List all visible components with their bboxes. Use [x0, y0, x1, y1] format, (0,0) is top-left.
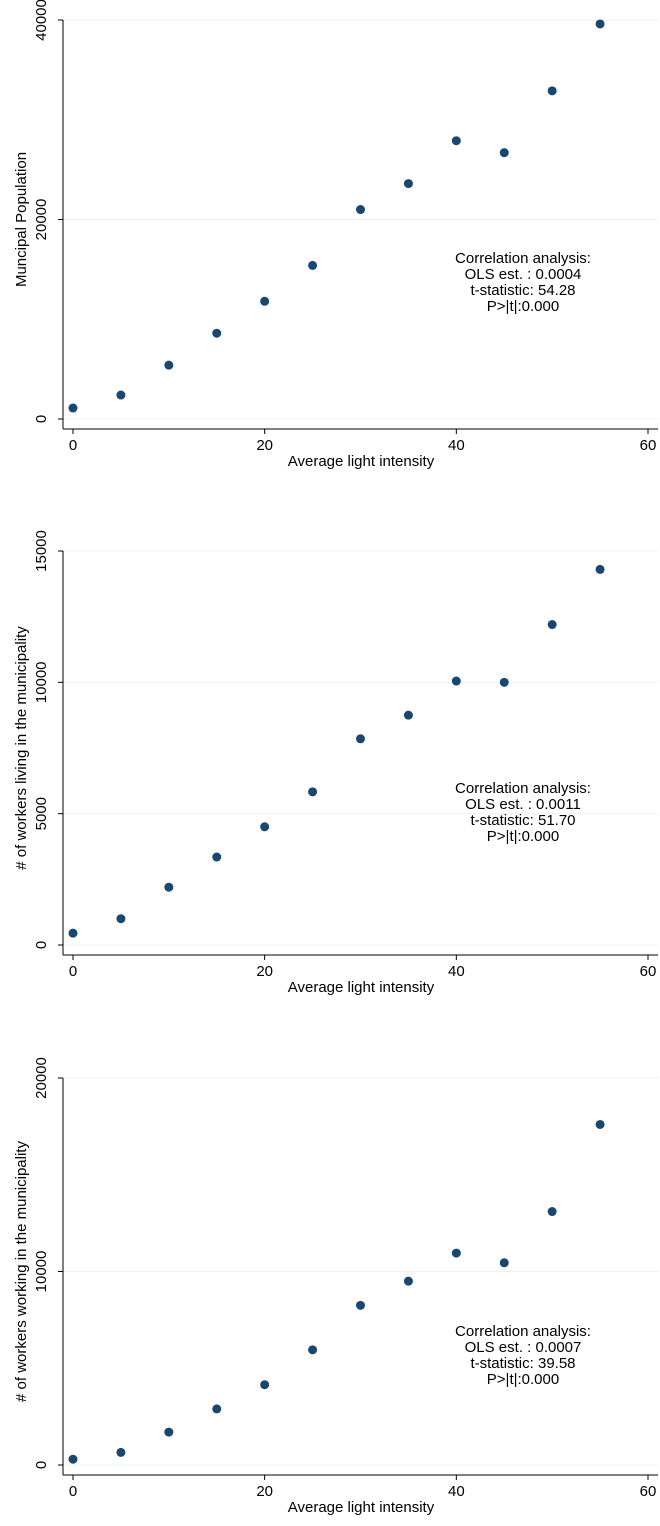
y-tick-label: 0	[33, 415, 50, 423]
y-tick-label: 10000	[33, 1251, 50, 1293]
x-tick-label: 40	[448, 437, 465, 454]
data-point	[68, 1454, 78, 1464]
data-point	[499, 677, 509, 687]
data-point	[260, 822, 270, 832]
data-point	[595, 1119, 605, 1129]
y-tick-label: 0	[33, 941, 50, 949]
correlation-annotation-line: t-statistic: 54.28	[470, 282, 575, 299]
data-point	[595, 19, 605, 29]
data-point	[499, 1258, 509, 1268]
data-point	[212, 852, 222, 862]
correlation-annotation-line: OLS est. : 0.0011	[465, 796, 581, 813]
y-tick-label: 20000	[33, 199, 50, 241]
data-point	[260, 1380, 270, 1390]
y-tick-label: 20000	[33, 1057, 50, 1099]
data-point	[116, 1447, 126, 1457]
chart-panel-3: 0 10000 20000 0 20 40 60 Average light intensit…	[13, 1057, 658, 1516]
correlation-annotation-line: Correlation analysis:	[455, 780, 591, 797]
correlation-annotation-line: OLS est. : 0.0007	[465, 1339, 582, 1356]
y-tick-label: 15000	[33, 530, 50, 572]
data-point	[356, 734, 365, 744]
correlation-annotation-line: P>|t|:0.000	[487, 828, 559, 845]
data-point	[451, 136, 461, 146]
correlation-annotation-line: t-statistic: 39.58	[470, 1355, 575, 1372]
data-point	[164, 360, 174, 370]
x-tick-label: 40	[448, 963, 465, 980]
x-tick-label: 40	[448, 1483, 465, 1500]
x-axis-title: Average light intensity	[288, 979, 435, 996]
data-point	[403, 710, 413, 720]
x-tick-label: 20	[256, 437, 273, 454]
correlation-annotation-line: OLS est. : 0.0004	[465, 266, 582, 283]
data-point	[356, 1300, 365, 1310]
chart-panel-2: 0 5000 10000 15000 0 20 40 60 Average light inte…	[13, 530, 658, 996]
data-point	[116, 390, 126, 400]
data-point	[308, 260, 318, 270]
data-point	[403, 179, 413, 189]
x-axis-title: Average light intensity	[288, 453, 435, 470]
y-tick-label: 5000	[33, 797, 50, 830]
data-point	[212, 1404, 222, 1414]
x-tick-label: 60	[640, 963, 657, 980]
data-point	[547, 620, 557, 630]
y-axis-title: Muncipal Population	[13, 152, 30, 287]
correlation-annotation-line: Correlation analysis:	[455, 1323, 591, 1340]
data-point	[68, 928, 78, 938]
data-point	[164, 882, 174, 892]
data-point	[403, 1276, 413, 1286]
data-point	[451, 676, 461, 686]
y-tick-label: 0	[33, 1461, 50, 1469]
x-tick-label: 0	[69, 963, 77, 980]
x-tick-label: 60	[640, 437, 657, 454]
data-point	[547, 86, 557, 96]
correlation-annotation-line: Correlation analysis:	[455, 250, 591, 267]
data-point	[451, 1248, 461, 1258]
correlation-annotation-line: t-statistic: 51.70	[470, 812, 575, 829]
data-point	[499, 148, 509, 158]
correlation-annotation-line: P>|t|:0.000	[487, 1371, 559, 1388]
data-point	[116, 914, 126, 924]
y-axis-title: # of workers living in the municipality	[13, 626, 30, 870]
data-point	[308, 787, 318, 797]
data-point	[547, 1207, 557, 1217]
y-tick-label: 40000	[33, 0, 50, 41]
data-point	[308, 1345, 318, 1355]
data-point	[260, 296, 270, 306]
data-point	[356, 205, 365, 215]
chart-panel-1: 0 20000 40000 0 20 40 60 Average light intensit…	[13, 0, 658, 470]
y-axis-title: # of workers working in the municipality	[13, 1141, 30, 1402]
data-point	[212, 328, 222, 338]
x-tick-label: 20	[256, 963, 273, 980]
correlation-annotation-line: P>|t|:0.000	[487, 298, 559, 315]
x-tick-label: 60	[640, 1483, 657, 1500]
data-point	[595, 564, 605, 574]
data-point	[68, 403, 78, 413]
x-axis-title: Average light intensity	[288, 1499, 435, 1516]
data-point	[164, 1427, 174, 1437]
y-tick-label: 10000	[33, 661, 50, 703]
x-tick-label: 0	[69, 1483, 77, 1500]
x-tick-label: 20	[256, 1483, 273, 1500]
x-tick-label: 0	[69, 437, 77, 454]
